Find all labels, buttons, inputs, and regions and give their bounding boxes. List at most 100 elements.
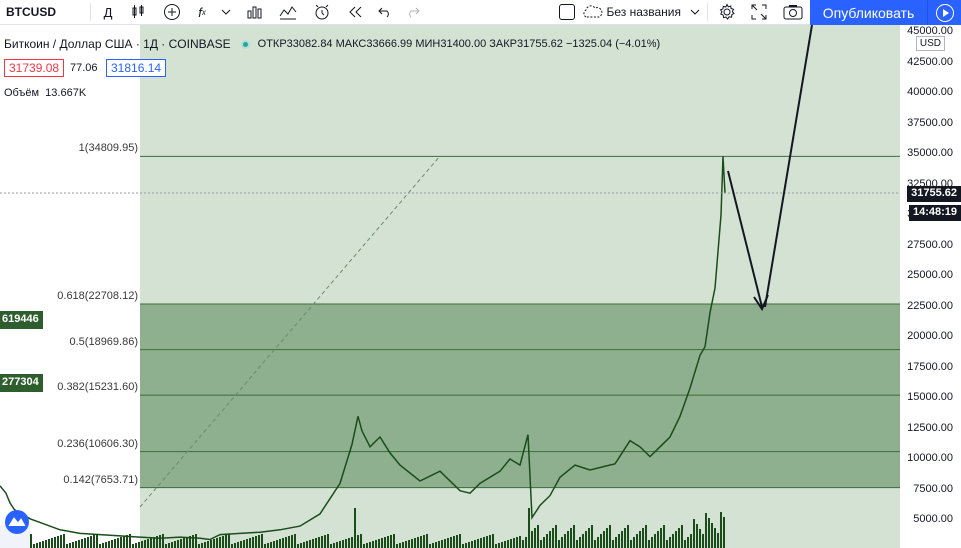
volume-bar (498, 543, 500, 548)
volume-bar (636, 534, 638, 548)
volume-bar (273, 541, 275, 548)
bid-price-button[interactable]: 31739.08 (4, 59, 65, 77)
undo-icon[interactable] (371, 0, 399, 25)
volume-bar (525, 537, 527, 548)
volume-bar (606, 528, 608, 548)
volume-bar (420, 536, 422, 548)
forecast-arrow-down[interactable] (727, 170, 763, 308)
fullscreen-icon[interactable] (742, 0, 776, 25)
volume-bar (708, 518, 710, 548)
legend-title[interactable]: Биткоин / Доллар США · 1Д · COINBASE (4, 37, 231, 51)
volume-bar (612, 540, 614, 548)
compare-icon[interactable] (271, 0, 305, 25)
volume-bar (159, 535, 161, 548)
alert-icon[interactable] (305, 0, 339, 25)
volume-bar (624, 528, 626, 548)
volume-bar (468, 542, 470, 548)
add-indicator-icon[interactable] (155, 0, 189, 25)
volume-bar (87, 537, 89, 548)
volume-bar (327, 534, 329, 548)
price-line (0, 156, 726, 541)
volume-bar (48, 539, 50, 548)
volume-bar (693, 519, 695, 548)
volume-bar (441, 540, 443, 548)
play-icon[interactable] (927, 0, 961, 25)
bar-chart-icon[interactable] (237, 0, 271, 25)
redo-icon[interactable] (399, 0, 427, 25)
ask-price-button[interactable]: 31816.14 (106, 59, 167, 77)
forecast-arrow-up[interactable] (764, 25, 813, 308)
volume-bar (465, 543, 467, 548)
volume-bar (237, 542, 239, 548)
fib-zone (140, 303, 900, 350)
volume-bar (630, 540, 632, 548)
volume-bar (576, 540, 578, 548)
cloud-icon (580, 0, 604, 25)
volume-bar (705, 513, 707, 548)
volume-bar (84, 538, 86, 548)
price-tick-label: 10000.00 (907, 452, 953, 464)
replay-icon[interactable] (339, 0, 371, 25)
volume-bar (186, 537, 188, 548)
volume-bar (144, 540, 146, 548)
layout-checkbox[interactable] (554, 0, 580, 25)
price-tick-label: 17500.00 (907, 360, 953, 373)
volume-bar (438, 541, 440, 548)
symbol-search[interactable]: BTCUSD (6, 5, 56, 19)
volume-bar (348, 538, 350, 548)
open-value: 33082.84 (286, 38, 333, 50)
high-value: 33666.99 (366, 38, 413, 50)
volume-bar (60, 535, 62, 548)
gear-icon[interactable] (712, 0, 742, 25)
volume-bar (177, 540, 179, 548)
candles-icon[interactable] (121, 0, 155, 25)
volume-bar (690, 534, 692, 548)
fib-level-label: 0.5(18969.86) (69, 335, 139, 348)
volume-bar (579, 537, 581, 548)
volume-bar (552, 528, 554, 548)
volume-bar (486, 536, 488, 548)
volume-bar (417, 537, 419, 548)
change-value: −1325.04 (−4.01%) (565, 38, 661, 50)
price-chart[interactable] (0, 25, 961, 548)
open-label: ОТКР (257, 38, 287, 50)
price-series (0, 156, 726, 541)
chevron-down-icon[interactable] (687, 0, 703, 25)
layout-name[interactable]: Без названия (606, 5, 681, 19)
chevron-down-icon[interactable] (215, 0, 237, 25)
close-value: 31755.62 (517, 38, 563, 50)
volume-bar (495, 544, 497, 548)
volume-bar (669, 537, 671, 548)
fib-zone (140, 25, 900, 157)
volume-bar (171, 542, 173, 548)
volume-bar (210, 540, 212, 548)
volume-bar (189, 536, 191, 548)
volume-bar (228, 534, 230, 548)
volume-bar (222, 536, 224, 548)
volume-bar (204, 542, 206, 548)
fib-level-label: 1(34809.95) (78, 142, 138, 155)
price-tick-label: 35000.00 (907, 147, 953, 159)
volume-bar (300, 543, 302, 548)
volume-bar (540, 540, 542, 548)
volume-bar (474, 540, 476, 548)
interval-button[interactable]: Д (103, 4, 113, 20)
price-tick-label: 25000.00 (907, 269, 953, 281)
ohlc-values: ОТКР33082.84 МАКС33666.99 МИН31400.00 ЗА… (258, 38, 661, 50)
volume-bar (54, 537, 56, 548)
volume-bar (279, 539, 281, 548)
volume-bar (75, 541, 77, 548)
volume-bar (129, 534, 131, 548)
volume-bar (537, 525, 539, 548)
publish-button[interactable]: Опубликовать (810, 0, 927, 25)
camera-icon[interactable] (776, 0, 810, 25)
volume-bar (651, 537, 653, 548)
volume-bar (549, 531, 551, 548)
price-tick-label: 15000.00 (907, 391, 953, 403)
volume-bar (342, 540, 344, 548)
currency-label[interactable]: USD (915, 36, 945, 51)
legend-row: Биткоин / Доллар США · 1Д · COINBASE ОТК… (4, 37, 660, 51)
